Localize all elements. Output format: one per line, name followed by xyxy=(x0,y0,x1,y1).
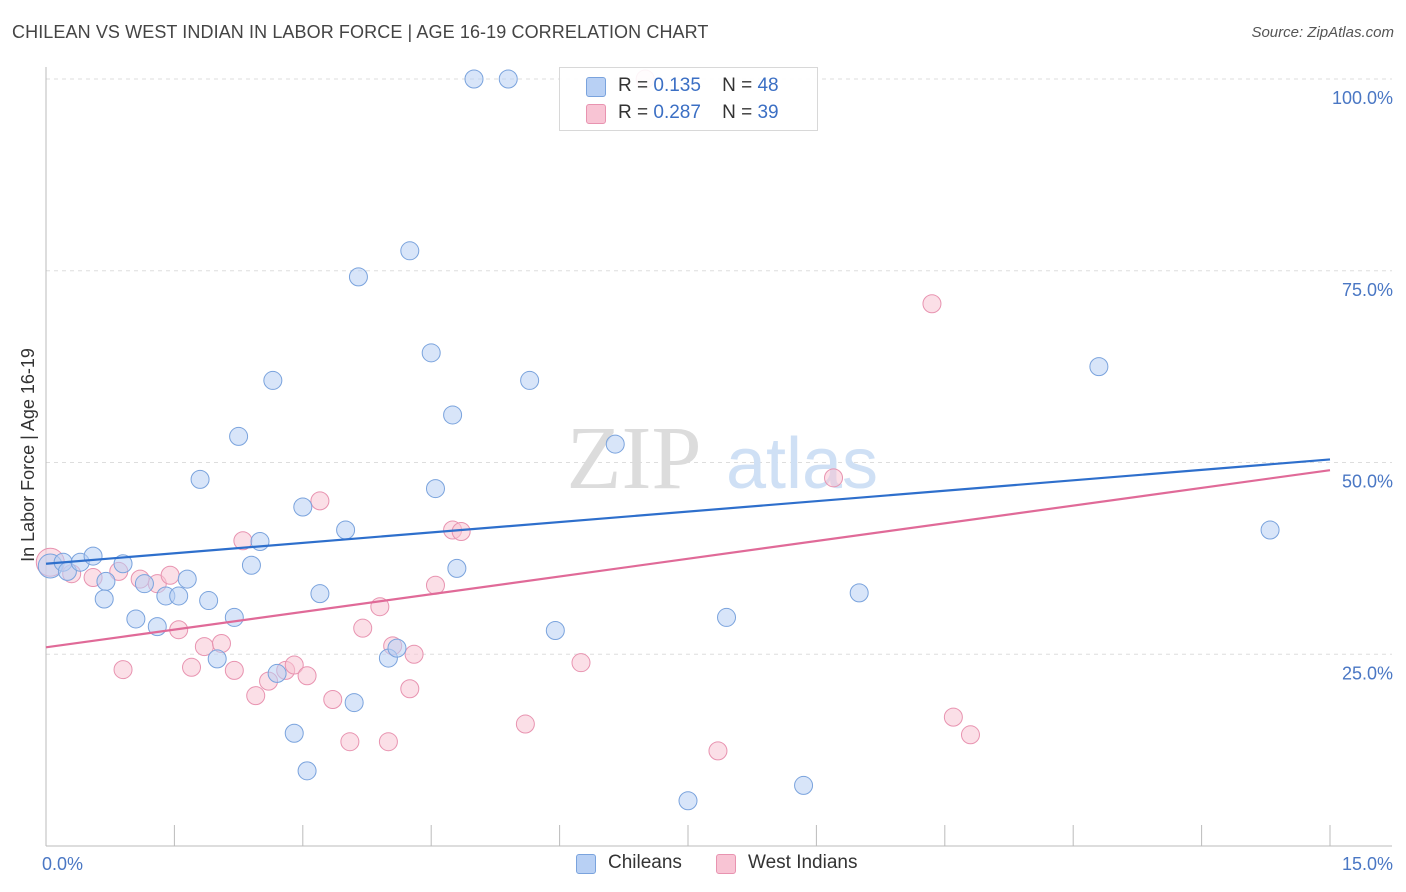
y-axis-label: In Labor Force | Age 16-19 xyxy=(18,348,38,562)
west-indians-point xyxy=(246,686,266,706)
y-tick-label: 50.0% xyxy=(1342,472,1393,492)
chileans-point xyxy=(297,761,317,781)
x-tick-label: 15.0% xyxy=(1342,854,1393,874)
west-indians-trend-line xyxy=(45,469,1331,649)
bottom-legend-label-west-indians: West Indians xyxy=(748,852,858,873)
legend-n-value-chileans: 48 xyxy=(757,75,779,96)
west-indians-point xyxy=(353,618,373,638)
legend-r-label: R = xyxy=(618,75,649,96)
chileans-point xyxy=(498,69,518,89)
legend-r-value-chileans: 0.135 xyxy=(653,75,701,96)
chileans-point xyxy=(241,555,261,575)
watermark-atlas: atlas xyxy=(726,424,878,504)
bottom-legend-swatch-west-indians xyxy=(716,854,736,874)
west-indians-point xyxy=(400,679,420,699)
y-tick-label: 75.0% xyxy=(1342,280,1393,300)
west-indians-point xyxy=(378,732,398,752)
y-tick-labels: 25.0% 50.0% 75.0% 100.0% xyxy=(1332,88,1393,683)
legend-r-label: R = xyxy=(618,102,649,123)
chileans-point xyxy=(520,370,540,390)
watermark: ZIP atlas xyxy=(567,409,879,508)
bottom-legend-label-chileans: Chileans xyxy=(608,852,682,873)
legend-n-label: N = xyxy=(722,75,753,96)
west-indians-point xyxy=(297,666,317,686)
chileans-point xyxy=(794,775,814,795)
chileans-point xyxy=(464,69,484,89)
correlation-legend: R = 0.135 N = 48 R = 0.287 N = 39 xyxy=(559,67,818,131)
chileans-point xyxy=(199,591,219,611)
chileans-point xyxy=(229,426,249,446)
west-indians-point xyxy=(182,657,202,677)
chileans-point xyxy=(96,571,116,591)
west-indians-point xyxy=(425,575,445,595)
chileans-point xyxy=(134,574,154,594)
chileans-point xyxy=(224,607,244,627)
x-tick-labels: 0.0% 15.0% xyxy=(42,854,1393,874)
chileans-point xyxy=(605,434,625,454)
axes xyxy=(45,67,1392,847)
chileans-point xyxy=(336,520,356,540)
chileans-point xyxy=(443,405,463,425)
chileans-point xyxy=(348,267,368,287)
chileans-point xyxy=(113,554,133,574)
y-tick-label: 25.0% xyxy=(1342,663,1393,683)
trend-lines xyxy=(45,458,1331,649)
legend-swatch-west-indians xyxy=(586,104,606,124)
chileans-point xyxy=(293,497,313,517)
west-indians-point xyxy=(515,714,535,734)
chileans-point xyxy=(344,693,364,713)
west-indians-point xyxy=(404,644,424,664)
chileans-point xyxy=(94,589,114,609)
chileans-point xyxy=(310,584,330,604)
chileans-point xyxy=(717,607,737,627)
west-indians-point xyxy=(571,653,591,673)
west-indians-point xyxy=(960,725,980,745)
west-indians-point xyxy=(224,660,244,680)
chileans-point xyxy=(263,370,283,390)
west-indians-point xyxy=(922,294,942,314)
chileans-point xyxy=(400,241,420,261)
chileans-point xyxy=(284,723,304,743)
legend-n-label: N = xyxy=(722,102,753,123)
gridlines xyxy=(46,78,1392,655)
watermark-zip: ZIP xyxy=(567,409,702,508)
chileans-point xyxy=(678,791,698,811)
chart-title: CHILEAN VS WEST INDIAN IN LABOR FORCE | … xyxy=(12,22,709,42)
west-indians-point xyxy=(284,655,304,675)
chileans-point xyxy=(447,558,467,578)
source-credit: Source: ZipAtlas.com xyxy=(1251,24,1394,41)
west-indians-point xyxy=(323,690,343,710)
west-indians-point xyxy=(824,468,844,488)
legend-n-value-west-indians: 39 xyxy=(757,102,779,123)
chileans-point xyxy=(1260,520,1280,540)
chileans-point xyxy=(126,609,146,629)
west-indians-point xyxy=(340,732,360,752)
west-indians-point xyxy=(310,491,330,511)
chileans-point xyxy=(207,649,227,669)
chileans-point xyxy=(545,620,565,640)
chileans-point xyxy=(169,586,189,606)
west-indians-point xyxy=(160,565,180,585)
legend-swatch-chileans xyxy=(586,77,606,97)
chileans-point xyxy=(425,479,445,499)
west-indians-point xyxy=(708,741,728,761)
bottom-legend-swatch-chileans xyxy=(576,854,596,874)
legend-r-value-west-indians: 0.287 xyxy=(653,102,701,123)
west-indians-points xyxy=(35,69,980,761)
chileans-point xyxy=(1089,357,1109,377)
chileans-point xyxy=(421,343,441,363)
west-indians-point xyxy=(943,707,963,727)
chileans-point xyxy=(267,663,287,683)
chileans-point xyxy=(387,638,407,658)
chileans-point xyxy=(177,569,197,589)
chileans-point xyxy=(849,583,869,603)
chileans-point xyxy=(83,546,103,566)
west-indians-point xyxy=(113,660,133,680)
chileans-point xyxy=(190,469,210,489)
x-tick-label: 0.0% xyxy=(42,854,83,874)
chileans-trend-line xyxy=(45,458,1331,565)
y-tick-label: 100.0% xyxy=(1332,88,1393,108)
